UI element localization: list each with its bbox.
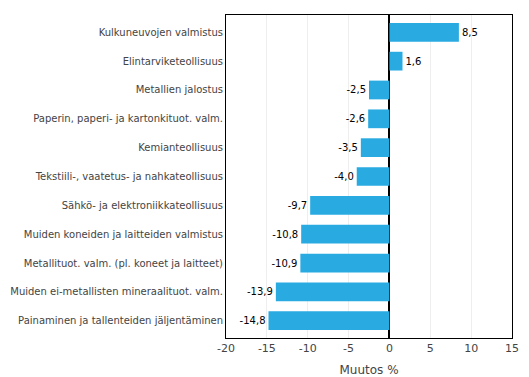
svg-text:Kemianteollisuus: Kemianteollisuus [138, 142, 223, 153]
svg-text:Metallien jalostus: Metallien jalostus [136, 84, 223, 95]
svg-text:Muiden ei-metallisten mineraal: Muiden ei-metallisten mineraalituot. val… [10, 286, 223, 297]
svg-text:-13,9: -13,9 [247, 286, 273, 297]
svg-text:-3,5: -3,5 [338, 142, 358, 153]
svg-text:Elintarviketeollisuus: Elintarviketeollisuus [123, 56, 223, 67]
svg-text:5: 5 [427, 342, 434, 355]
svg-text:8,5: 8,5 [462, 27, 478, 38]
svg-text:Kulkuneuvojen valmistus: Kulkuneuvojen valmistus [99, 27, 223, 38]
svg-text:Muiden koneiden ja laitteiden: Muiden koneiden ja laitteiden valmistus [24, 229, 223, 240]
svg-text:-15: -15 [258, 342, 276, 355]
svg-text:-10,8: -10,8 [272, 229, 298, 240]
svg-text:10: 10 [464, 342, 478, 355]
svg-text:-5: -5 [343, 342, 354, 355]
svg-text:-2,6: -2,6 [346, 113, 366, 124]
svg-text:Sähkö- ja elektroniikkateollis: Sähkö- ja elektroniikkateollisuus [62, 200, 223, 211]
svg-text:-2,5: -2,5 [346, 84, 366, 95]
svg-text:Metallituot. valm. (pl. koneet: Metallituot. valm. (pl. koneet ja laitte… [24, 258, 223, 269]
svg-text:-14,8: -14,8 [240, 315, 266, 326]
svg-text:Painaminen ja tallenteiden jäl: Painaminen ja tallenteiden jäljentäminen [18, 315, 223, 326]
svg-text:0: 0 [386, 342, 393, 355]
svg-text:15: 15 [505, 342, 519, 355]
svg-text:-20: -20 [217, 342, 235, 355]
svg-text:-4,0: -4,0 [334, 171, 354, 182]
svg-text:-9,7: -9,7 [288, 200, 308, 211]
svg-text:Tekstiili-, vaatetus- ja nahka: Tekstiili-, vaatetus- ja nahkateollisuus [35, 171, 223, 182]
svg-text:Paperin, paperi- ja kartonkitu: Paperin, paperi- ja kartonkituot. valm. [33, 113, 223, 124]
svg-text:1,6: 1,6 [406, 56, 422, 67]
svg-text:Muutos %: Muutos % [339, 363, 398, 377]
svg-text:-10: -10 [299, 342, 317, 355]
svg-text:-10,9: -10,9 [271, 258, 297, 269]
